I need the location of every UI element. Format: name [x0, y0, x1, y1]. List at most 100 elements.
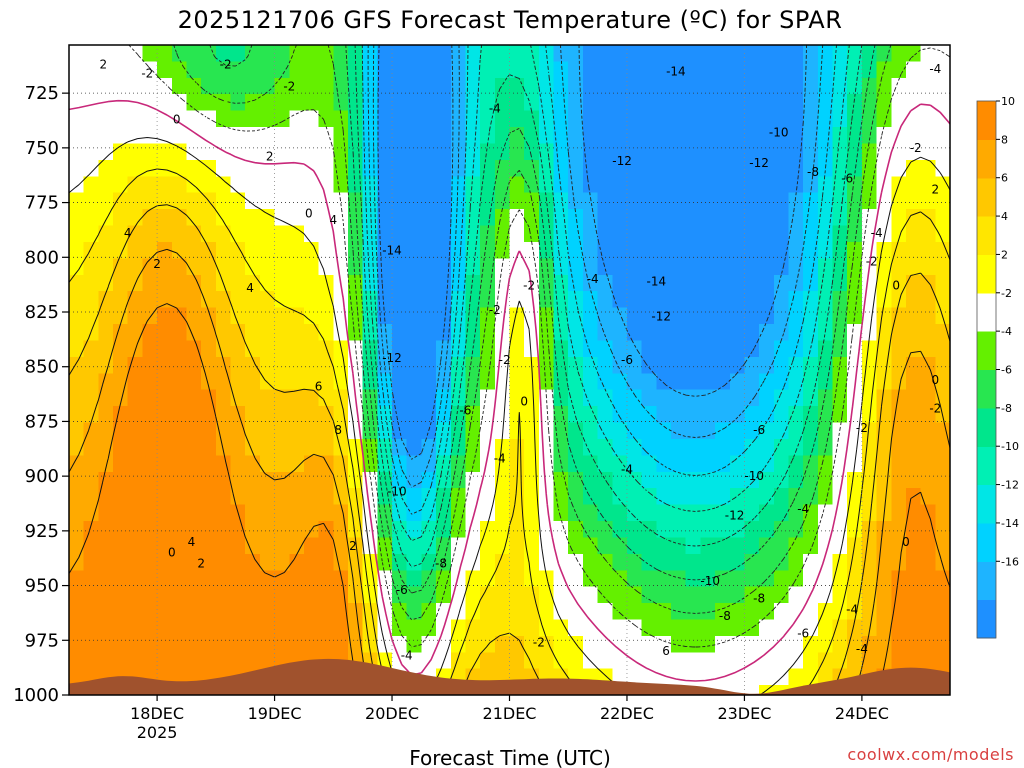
temperature-cell: [832, 192, 848, 210]
temperature-cell: [142, 389, 158, 407]
colorbar-swatch: [977, 254, 996, 294]
temperature-cell: [685, 586, 701, 604]
temperature-cell: [83, 45, 99, 62]
temperature-cell: [215, 159, 232, 177]
temperature-cell: [700, 652, 716, 670]
temperature-cell: [832, 340, 848, 358]
temperature-cell: [215, 127, 232, 145]
temperature-cell: [656, 406, 672, 424]
temperature-cell: [201, 340, 217, 358]
temperature-cell: [832, 127, 848, 145]
temperature-cell: [436, 356, 452, 374]
temperature-cell: [98, 389, 114, 407]
temperature-cell: [392, 389, 408, 407]
temperature-cell: [920, 438, 936, 456]
temperature-cell: [832, 553, 848, 571]
temperature-cell: [333, 159, 349, 177]
temperature-cell: [142, 652, 158, 670]
temperature-cell: [803, 438, 819, 456]
temperature-cell: [715, 307, 731, 325]
temperature-cell: [905, 422, 922, 440]
temperature-cell: [568, 143, 584, 161]
contour-line: [354, 45, 863, 568]
temperature-cell: [113, 702, 128, 719]
temperature-cell: [157, 652, 173, 670]
temperature-cell: [465, 438, 481, 456]
temperature-cell: [847, 143, 863, 161]
temperature-cell: [847, 635, 863, 653]
temperature-cell: [817, 77, 834, 95]
temperature-cell: [392, 619, 408, 637]
temperature-cell: [348, 77, 364, 95]
temperature-cell: [259, 422, 276, 440]
temperature-cell: [656, 274, 672, 292]
temperature-cell: [392, 192, 408, 210]
temperature-cell: [568, 570, 584, 588]
temperature-cell: [377, 209, 393, 227]
temperature-cell: [289, 61, 305, 79]
temperature-cell: [773, 61, 790, 79]
temperature-cell: [773, 553, 790, 571]
temperature-cell: [876, 619, 892, 637]
temperature-cell: [245, 373, 261, 391]
temperature-cell: [524, 192, 540, 210]
temperature-cell: [333, 570, 349, 588]
temperature-cell: [935, 521, 950, 538]
temperature-cell: [303, 586, 320, 604]
temperature-cell: [832, 307, 848, 325]
temperature-cell: [627, 159, 643, 177]
temperature-cell: [568, 586, 584, 604]
temperature-cell: [465, 77, 481, 95]
temperature-cell: [627, 356, 643, 374]
temperature-cell: [759, 176, 775, 194]
temperature-cell: [597, 77, 613, 95]
temperature-cell: [392, 143, 408, 161]
temperature-cell: [259, 504, 276, 522]
temperature-cell: [157, 586, 173, 604]
temperature-cell: [641, 570, 657, 588]
temperature-cell: [509, 504, 525, 522]
contour-label: -4: [621, 463, 633, 477]
temperature-cell: [406, 635, 422, 653]
temperature-cell: [230, 209, 246, 227]
temperature-cell: [69, 389, 85, 407]
temperature-cell: [171, 373, 188, 391]
temperature-cell: [847, 274, 863, 292]
y-tick-label: 800: [25, 247, 59, 268]
temperature-cell: [891, 242, 907, 259]
temperature-cell: [861, 45, 878, 62]
temperature-cell: [274, 406, 290, 424]
temperature-cell: [127, 225, 143, 243]
x-tick-label: 21DEC: [483, 704, 537, 723]
temperature-cell: [69, 652, 85, 670]
temperature-cell: [935, 652, 950, 670]
temperature-cell: [348, 110, 364, 128]
temperature-cell: [627, 635, 643, 653]
temperature-cell: [553, 438, 569, 456]
temperature-cell: [171, 340, 188, 358]
temperature-cell: [450, 438, 467, 456]
temperature-cell: [348, 225, 364, 243]
temperature-cell: [303, 143, 320, 161]
temperature-cell: [671, 488, 687, 506]
temperature-cell: [186, 110, 202, 128]
temperature-cell: [891, 340, 907, 358]
temperature-cell: [861, 438, 878, 456]
temperature-cell: [142, 159, 158, 177]
temperature-cell: [421, 307, 437, 325]
temperature-cell: [803, 324, 819, 341]
temperature-cell: [641, 603, 657, 621]
temperature-cell: [538, 504, 555, 522]
temperature-cell: [480, 537, 496, 555]
temperature-cell: [597, 143, 613, 161]
temperature-cell: [406, 652, 422, 670]
temperature-cell: [832, 274, 848, 292]
temperature-cell: [568, 225, 584, 243]
temperature-cell: [627, 94, 643, 112]
temperature-cell: [392, 159, 408, 177]
temperature-cell: [817, 389, 834, 407]
temperature-cell: [920, 652, 936, 670]
temperature-cell: [891, 553, 907, 571]
temperature-cell: [920, 570, 936, 588]
